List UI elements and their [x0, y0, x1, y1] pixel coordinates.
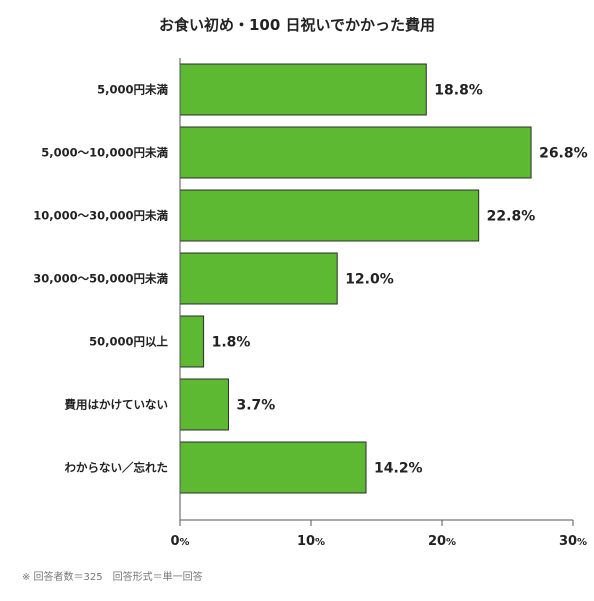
bar — [179, 378, 229, 431]
category-label: 10,000〜30,000円未満 — [33, 209, 168, 223]
x-tick-unit: % — [315, 537, 325, 548]
data-label: 12.0% — [345, 272, 394, 288]
footnote: ※ 回答者数＝325 回答形式＝単一回答 — [22, 572, 203, 583]
category-label: 50,000円以上 — [89, 335, 168, 349]
x-tick-label: 10% — [297, 534, 325, 549]
x-tick-unit: % — [180, 537, 190, 548]
chart-title: お食い初め・100 日祝いでかかった費用 — [158, 16, 436, 34]
x-tick-number: 30 — [559, 534, 577, 549]
data-label: 26.8% — [539, 146, 588, 162]
data-label: 22.8% — [487, 209, 536, 225]
x-tick-number: 0 — [170, 534, 179, 549]
bar — [179, 63, 427, 116]
category-label: わからない／忘れた — [65, 461, 169, 475]
data-label: 18.8% — [434, 83, 483, 99]
data-label: 1.8% — [212, 335, 251, 351]
x-tick-number: 10 — [297, 534, 315, 549]
data-label: 3.7% — [236, 398, 275, 414]
bar — [179, 252, 338, 305]
category-label: 費用はかけていない — [65, 398, 169, 412]
bar — [179, 189, 480, 242]
category-label: 30,000〜50,000円未満 — [33, 272, 168, 286]
category-label: 5,000円未満 — [97, 83, 168, 97]
category-label: 5,000〜10,000円未満 — [41, 146, 168, 160]
x-tick-label: 30% — [559, 534, 587, 549]
x-tick-label: 0% — [170, 534, 189, 549]
bar — [179, 315, 205, 368]
data-label: 14.2% — [374, 461, 423, 477]
x-tick-unit: % — [577, 537, 587, 548]
x-tick-unit: % — [446, 537, 456, 548]
bar — [179, 441, 367, 494]
x-tick-number: 20 — [428, 534, 446, 549]
x-tick-label: 20% — [428, 534, 456, 549]
bar — [179, 126, 532, 179]
